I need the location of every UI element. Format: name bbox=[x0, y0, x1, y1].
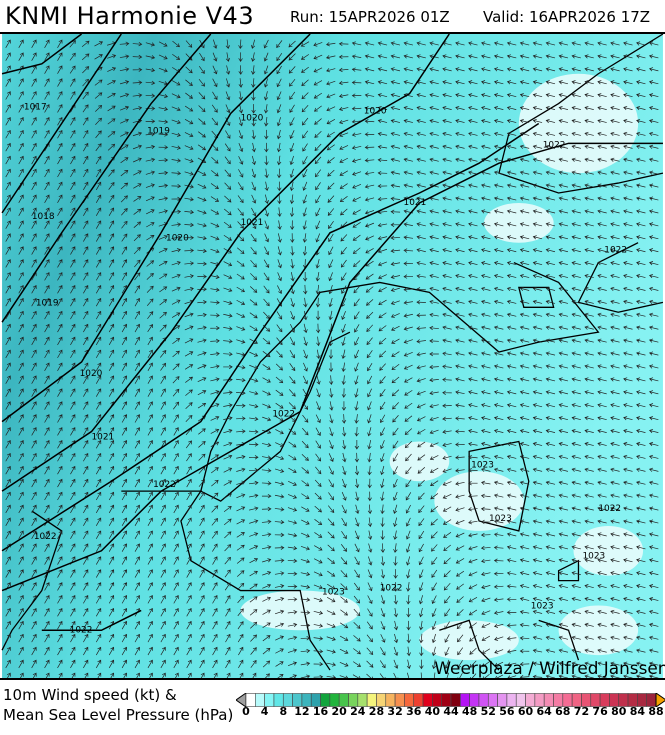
colorbar-tick-label: 76 bbox=[592, 705, 608, 718]
watermark: Weerplaza / Wilfred Janssen bbox=[434, 658, 665, 678]
wind-arrow-field bbox=[5, 39, 659, 678]
svg-text:1022: 1022 bbox=[604, 246, 627, 256]
svg-text:1023: 1023 bbox=[582, 552, 605, 562]
colorbar-tick-label: 40 bbox=[424, 705, 441, 718]
svg-text:1021: 1021 bbox=[91, 432, 114, 442]
colorbar-tick-label: 32 bbox=[387, 705, 403, 718]
svg-text:1020: 1020 bbox=[364, 107, 387, 117]
svg-text:1023: 1023 bbox=[531, 601, 554, 611]
colorbar-tick-label: 20 bbox=[331, 705, 347, 718]
run-time: Run: 15APR2026 01Z bbox=[290, 8, 450, 26]
colorbar-tick-label: 56 bbox=[499, 705, 515, 718]
svg-text:1022: 1022 bbox=[543, 140, 566, 150]
valid-time: Valid: 16APR2026 17Z bbox=[483, 8, 651, 26]
svg-text:1022: 1022 bbox=[34, 532, 57, 542]
colorbar-tick-label: 12 bbox=[294, 705, 310, 718]
colorbar bbox=[236, 693, 665, 707]
svg-text:1017: 1017 bbox=[24, 103, 47, 113]
header: KNMI Harmonie V43 Run: 15APR2026 01Z Val… bbox=[0, 0, 665, 32]
colorbar-tick-label: 72 bbox=[573, 705, 590, 718]
colorbar-over-arrow bbox=[655, 693, 665, 707]
colorbar-tick-label: 80 bbox=[611, 705, 627, 718]
isobars bbox=[1, 34, 663, 632]
colorbar-tick-label: 16 bbox=[312, 705, 329, 718]
colorbar-tick-label: 4 bbox=[260, 705, 269, 718]
svg-text:1021: 1021 bbox=[241, 218, 264, 228]
colorbar-tick-label: 44 bbox=[443, 705, 459, 718]
svg-text:1020: 1020 bbox=[241, 113, 264, 123]
svg-text:1022: 1022 bbox=[272, 410, 295, 420]
svg-text:1022: 1022 bbox=[380, 584, 403, 594]
isobar-labels: 1017 1018 1019 1019 1020 1020 1020 1020 … bbox=[24, 103, 627, 636]
colorbar-tick-label: 0 bbox=[242, 705, 250, 718]
svg-text:1022: 1022 bbox=[153, 480, 176, 490]
legend-title-line1: 10m Wind speed (kt) & bbox=[3, 686, 177, 704]
colorbar-tick-label: 52 bbox=[480, 705, 496, 718]
weather-map: 1017 1018 1019 1019 1020 1020 1020 1020 … bbox=[0, 32, 665, 680]
svg-text:1019: 1019 bbox=[36, 298, 59, 308]
wind-arrows bbox=[5, 39, 659, 678]
calm-areas bbox=[240, 73, 644, 661]
colorbar-tick-label: 48 bbox=[461, 705, 478, 718]
svg-text:1023: 1023 bbox=[489, 514, 512, 524]
colorbar-tick-label: 60 bbox=[517, 705, 534, 718]
svg-text:1022: 1022 bbox=[598, 504, 621, 514]
svg-text:1020: 1020 bbox=[80, 369, 103, 379]
colorbar-tick-label: 8 bbox=[279, 705, 288, 718]
svg-text:1018: 1018 bbox=[32, 212, 55, 222]
svg-text:1022: 1022 bbox=[70, 625, 93, 635]
svg-text:1023: 1023 bbox=[322, 588, 345, 598]
legend-title-line2: Mean Sea Level Pressure (hPa) bbox=[3, 706, 234, 724]
colorbar-tick-label: 28 bbox=[368, 705, 385, 718]
colorbar-tick-label: 68 bbox=[555, 705, 571, 718]
colorbar-tick-label: 88 bbox=[648, 705, 664, 718]
svg-text:1021: 1021 bbox=[404, 198, 427, 208]
colorbar-tick-label: 24 bbox=[350, 705, 366, 718]
svg-text:1019: 1019 bbox=[147, 126, 170, 136]
colorbar-tick-label: 84 bbox=[629, 705, 646, 718]
colorbar-tick-label: 36 bbox=[406, 705, 422, 718]
svg-text:1023: 1023 bbox=[471, 460, 494, 470]
colorbar-tick-label: 64 bbox=[536, 705, 552, 718]
model-title: KNMI Harmonie V43 bbox=[5, 2, 255, 30]
svg-text:1020: 1020 bbox=[166, 234, 189, 244]
